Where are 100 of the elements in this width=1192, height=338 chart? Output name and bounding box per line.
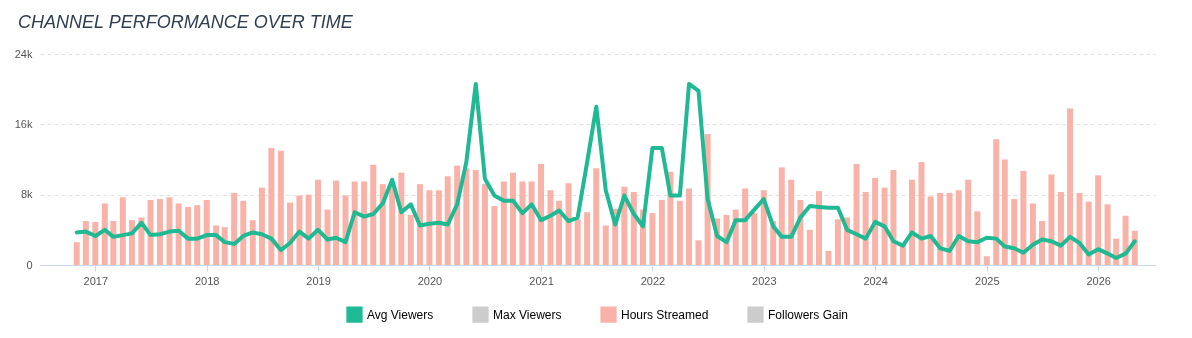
- bar: [351, 181, 358, 265]
- bar: [1029, 203, 1036, 265]
- bar: [389, 185, 396, 265]
- x-tick-label: 2021: [529, 274, 554, 287]
- bar: [862, 192, 869, 265]
- bar: [203, 199, 210, 265]
- bar: [1076, 192, 1083, 265]
- bar: [231, 192, 238, 265]
- bar: [1085, 201, 1092, 265]
- bar: [258, 187, 265, 265]
- x-tick-label: 2017: [83, 274, 109, 287]
- bar: [574, 219, 581, 265]
- bar: [268, 148, 275, 265]
- x-tick-label: 2020: [417, 274, 443, 287]
- bar: [1104, 204, 1111, 265]
- bar: [909, 179, 916, 265]
- bar: [472, 170, 479, 265]
- y-tick-label: 16k: [14, 117, 33, 130]
- bar: [937, 192, 944, 265]
- bar: [825, 250, 832, 265]
- bar: [1095, 175, 1102, 265]
- bar: [240, 200, 247, 265]
- bar: [565, 183, 572, 265]
- bar: [305, 194, 312, 265]
- bar: [249, 220, 256, 265]
- legend-label: Followers Gain: [768, 307, 849, 322]
- bar: [556, 200, 563, 265]
- bar: [296, 195, 303, 265]
- bar: [157, 199, 164, 265]
- bar: [815, 191, 822, 265]
- bar: [277, 150, 284, 265]
- x-tick-label: 2026: [1086, 274, 1111, 287]
- bar: [751, 213, 758, 265]
- bar: [1067, 108, 1074, 265]
- legend-label: Max Viewers: [493, 307, 562, 322]
- bar: [444, 176, 451, 265]
- bar: [1048, 174, 1055, 265]
- bar: [128, 220, 135, 265]
- bar: [788, 179, 795, 265]
- bar: [881, 187, 888, 265]
- line-series: [74, 81, 1137, 260]
- x-tick-label: 2018: [194, 274, 220, 287]
- bar: [435, 190, 442, 265]
- bar: [407, 214, 414, 265]
- x-tick-label: 2023: [752, 274, 777, 287]
- bar: [166, 197, 173, 265]
- bar: [983, 256, 990, 265]
- bar: [834, 219, 841, 265]
- bar: [593, 168, 600, 265]
- bar: [955, 190, 962, 265]
- bar: [1011, 199, 1018, 265]
- bar: [965, 179, 972, 265]
- bar: [147, 199, 154, 265]
- bar: [872, 177, 879, 265]
- x-tick-label: 2025: [975, 274, 1000, 287]
- bar: [416, 184, 423, 265]
- bar: [491, 206, 498, 265]
- bar: [370, 164, 377, 265]
- bar: [974, 211, 981, 265]
- bar: [676, 200, 683, 265]
- legend-label: Avg Viewers: [367, 307, 434, 322]
- y-tick-label: 8k: [20, 188, 33, 201]
- bar: [519, 181, 526, 265]
- bar: [602, 225, 609, 265]
- bar: [119, 197, 126, 265]
- bar: [481, 184, 488, 265]
- bar: [175, 203, 182, 265]
- bar: [509, 172, 516, 265]
- bar: [528, 181, 535, 265]
- bar: [315, 179, 322, 265]
- bar: [946, 192, 953, 265]
- bar: [1020, 170, 1027, 265]
- bar: [547, 190, 554, 265]
- bar: [686, 188, 693, 265]
- bar: [426, 190, 433, 265]
- bar: [742, 188, 749, 265]
- bar: [500, 181, 507, 265]
- bar: [73, 242, 80, 265]
- bar: [538, 163, 545, 265]
- x-tick-label: 2019: [306, 274, 331, 287]
- bar: [584, 212, 591, 265]
- bar: [101, 203, 108, 265]
- bar: [853, 163, 860, 265]
- bar: [185, 206, 192, 265]
- bar: [658, 199, 665, 265]
- bar: [324, 209, 331, 265]
- bar: [806, 229, 813, 265]
- bar: [194, 205, 201, 265]
- x-tick-label: 2024: [863, 274, 888, 287]
- bar: [778, 167, 785, 265]
- bar: [1057, 192, 1064, 265]
- bar: [890, 170, 897, 265]
- bar: [463, 168, 470, 265]
- bar: [918, 162, 925, 265]
- legend-label: Hours Streamed: [621, 307, 709, 322]
- bar: [361, 181, 368, 265]
- x-tick-label: 2022: [640, 274, 666, 287]
- bar: [1001, 159, 1008, 265]
- chart-title: CHANNEL PERFORMANCE OVER TIME: [18, 12, 354, 32]
- bar: [649, 213, 656, 265]
